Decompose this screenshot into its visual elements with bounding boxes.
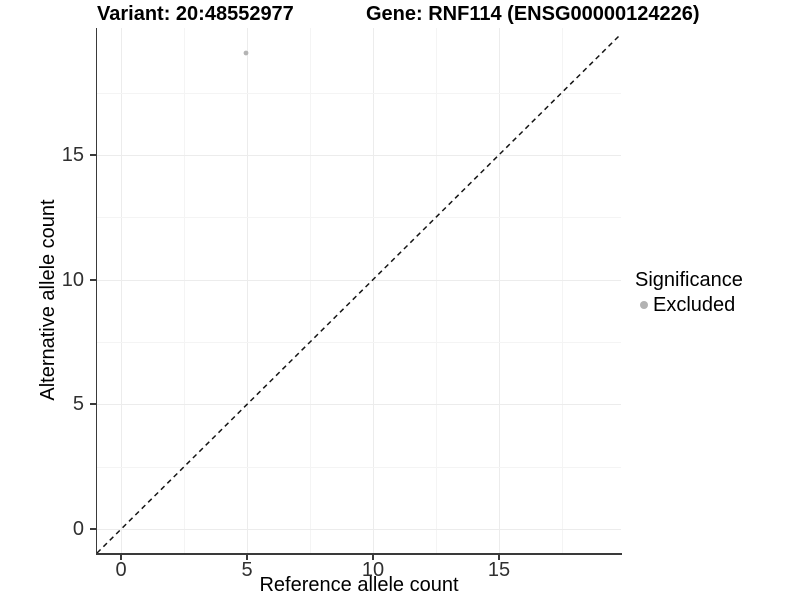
gridline-x-minor bbox=[436, 28, 437, 554]
x-tick-label: 15 bbox=[487, 559, 511, 581]
x-axis-line bbox=[95, 553, 622, 555]
x-tick-label: 5 bbox=[241, 559, 253, 581]
y-axis-line bbox=[95, 28, 97, 555]
y-tick bbox=[89, 279, 96, 281]
y-tick bbox=[89, 403, 96, 405]
x-tick bbox=[246, 554, 248, 560]
y-tick bbox=[89, 154, 96, 156]
gridline-y-major bbox=[97, 404, 621, 405]
plot-title-variant: Variant: 20:48552977 bbox=[97, 3, 294, 25]
gridline-y-major bbox=[97, 280, 621, 281]
y-axis-title: Alternative allele count bbox=[37, 199, 59, 401]
gridline-y-major bbox=[97, 155, 621, 156]
x-tick bbox=[120, 554, 122, 560]
gridline-x-minor bbox=[310, 28, 311, 554]
data-point-excluded bbox=[243, 50, 249, 56]
legend-item-excluded: Excluded bbox=[635, 294, 743, 316]
y-tick-label: 5 bbox=[72, 393, 84, 415]
excluded-point-icon bbox=[640, 301, 648, 309]
y-tick-label: 10 bbox=[61, 269, 84, 291]
legend-title: Significance bbox=[635, 269, 743, 291]
gridline-x-minor bbox=[562, 28, 563, 554]
gridline-y-minor bbox=[97, 467, 621, 468]
plot-layer bbox=[97, 33, 621, 554]
legend-key bbox=[635, 296, 653, 314]
gridline-y-minor bbox=[97, 217, 621, 218]
x-tick-label: 0 bbox=[115, 559, 127, 581]
x-tick-label: 10 bbox=[361, 559, 385, 581]
x-tick bbox=[498, 554, 500, 560]
identity-reference-line bbox=[97, 33, 621, 554]
x-tick bbox=[372, 554, 374, 560]
legend-item-label: Excluded bbox=[653, 294, 736, 316]
gridline-y-minor bbox=[97, 342, 621, 343]
gridline-x-major bbox=[247, 28, 248, 554]
gridline-x-minor bbox=[184, 28, 185, 554]
plot-title-gene: Gene: RNF114 (ENSG00000124226) bbox=[366, 3, 700, 25]
gridline-x-major bbox=[499, 28, 500, 554]
gridline-y-major bbox=[97, 529, 621, 530]
y-tick-label: 15 bbox=[61, 144, 84, 166]
plot-panel bbox=[97, 28, 621, 554]
gridline-y-minor bbox=[97, 93, 621, 94]
y-tick-label: 0 bbox=[72, 518, 84, 540]
y-tick bbox=[89, 528, 96, 530]
gridline-x-major bbox=[373, 28, 374, 554]
legend: Significance Excluded bbox=[635, 269, 743, 316]
x-axis-title: Reference allele count bbox=[259, 574, 459, 596]
gridline-x-major bbox=[121, 28, 122, 554]
